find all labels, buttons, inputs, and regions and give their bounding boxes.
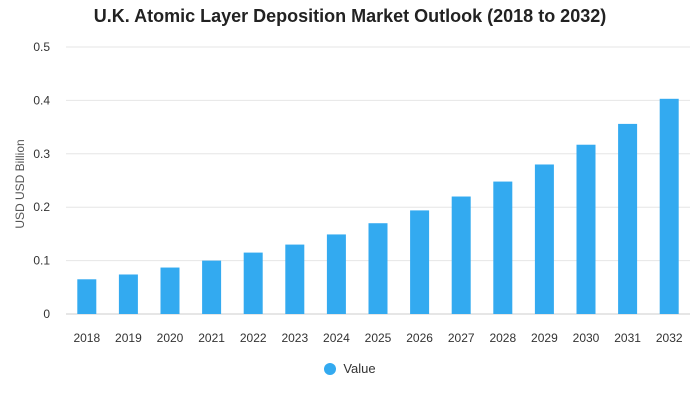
- bar-2024: [326, 234, 346, 314]
- bar-2020: [160, 267, 180, 314]
- x-tick-label: 2022: [240, 331, 267, 345]
- bar-2026: [410, 210, 430, 314]
- y-tick-label: 0: [43, 307, 50, 321]
- y-tick-label: 0.5: [33, 40, 50, 54]
- legend: Value: [0, 361, 700, 376]
- y-axis-ticks: 0 0.1 0.2 0.3 0.4 0.5: [33, 40, 50, 321]
- x-tick-label: 2021: [198, 331, 225, 345]
- bar-2030: [576, 144, 596, 314]
- x-tick-label: 2027: [448, 331, 475, 345]
- x-tick-label: 2032: [656, 331, 683, 345]
- bar-2018: [77, 279, 97, 314]
- y-tick-label: 0.4: [33, 93, 50, 107]
- bar-2025: [368, 223, 388, 314]
- bar-2022: [243, 252, 263, 314]
- chart-title: U.K. Atomic Layer Deposition Market Outl…: [93, 6, 607, 26]
- bar-2021: [202, 260, 222, 314]
- bar-2027: [451, 196, 471, 314]
- x-tick-label: 2031: [614, 331, 641, 345]
- legend-swatch-value: [324, 362, 337, 375]
- bars: [77, 98, 679, 315]
- bar-2023: [285, 244, 305, 314]
- x-tick-label: 2023: [281, 331, 308, 345]
- x-tick-label: 2030: [573, 331, 600, 345]
- bar-2028: [493, 181, 513, 314]
- legend-label-value: Value: [343, 361, 376, 376]
- bar-2031: [618, 123, 638, 315]
- bar-2029: [534, 164, 554, 314]
- x-tick-label: 2024: [323, 331, 350, 345]
- y-tick-label: 0.3: [33, 147, 50, 161]
- x-tick-label: 2019: [115, 331, 142, 345]
- x-tick-label: 2026: [406, 331, 433, 345]
- x-tick-label: 2029: [531, 331, 558, 345]
- x-tick-label: 2020: [157, 331, 184, 345]
- y-tick-label: 0.2: [33, 200, 50, 214]
- y-axis-title: USD USD Billion: [13, 139, 27, 228]
- y-tick-label: 0.1: [33, 254, 50, 268]
- bar-2032: [659, 98, 679, 314]
- bar-2019: [118, 274, 138, 314]
- x-axis-ticks: 2018 2019 2020 2021 2022 2023 2024 2025 2026 2027…: [73, 331, 682, 345]
- x-tick-label: 2018: [73, 331, 100, 345]
- x-tick-label: 2028: [489, 331, 516, 345]
- x-tick-label: 2025: [365, 331, 392, 345]
